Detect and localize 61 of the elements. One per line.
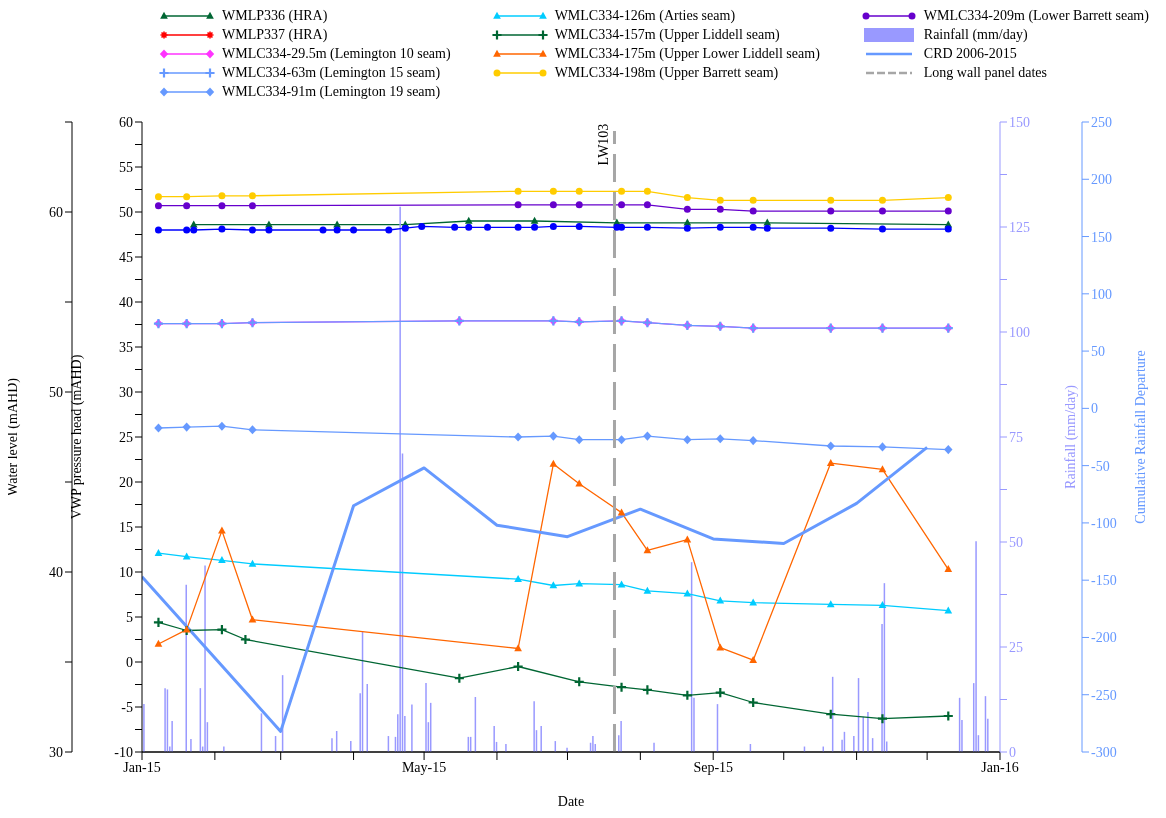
y-tick-label: 0	[126, 654, 133, 670]
y-tick-label: -10	[114, 744, 133, 760]
y3-tick-label: -150	[1091, 573, 1117, 589]
text: WMLC334-126m (Arties seam)	[554, 8, 736, 23]
y-tick-label: 20	[119, 474, 133, 490]
text: WMLC334-157m (Upper Liddell seam)	[554, 27, 780, 42]
text: WMLC334-91m (Lemington 19 seam)	[222, 84, 441, 99]
y-tick-label: 15	[119, 519, 133, 535]
y-tick-label: 35	[119, 339, 133, 355]
y3-tick-label: 0	[1091, 401, 1098, 417]
y-tick-label: 50	[49, 384, 63, 400]
y2-tick-label: 75	[1009, 429, 1023, 445]
y-axis-title: Water level (mAHD)	[4, 377, 21, 496]
y-tick-label: 55	[119, 159, 133, 175]
y3-tick-label: 150	[1091, 229, 1112, 245]
y-tick-label: 5	[126, 609, 133, 625]
x-axis-title: Date	[557, 794, 585, 809]
text: WMLC334-63m (Lemington 15 seam)	[222, 65, 441, 80]
y3-tick-label: -300	[1091, 744, 1117, 760]
y-tick-label: 50	[119, 204, 133, 220]
y3-tick-label: 250	[1091, 114, 1112, 130]
y2-tick-label: 150	[1009, 114, 1030, 130]
y3-tick-label: 200	[1091, 172, 1112, 188]
legend-label: WMLP336 (HRA)	[222, 8, 328, 24]
annotation: LW103	[596, 123, 612, 166]
x-tick-label: Sep-15	[693, 759, 734, 775]
y2-tick-label: 50	[1009, 534, 1023, 550]
y-axis-title: VWP pressure head (mAHD)	[68, 354, 85, 520]
y-tick-label: 25	[119, 429, 133, 445]
x-tick-label: May-15	[401, 759, 447, 775]
y-tick-label: -5	[121, 699, 133, 715]
y3-tick-label: 50	[1091, 344, 1105, 360]
text: CRD 2006-2015	[923, 46, 1017, 61]
x-tick-label: Jan-16	[981, 759, 1019, 775]
legend-label: WMLP337 (HRA)	[222, 27, 328, 43]
y-tick-label: 40	[49, 564, 63, 580]
text: Long wall panel dates	[923, 65, 1048, 80]
y2-tick-label: 100	[1009, 324, 1030, 340]
y2-tick-label: 125	[1009, 219, 1030, 235]
text: WMLC334-209m (Lower Barrett seam)	[923, 8, 1149, 23]
text: WMLC334-29.5m (Lemington 10 seam)	[222, 46, 451, 61]
y3-tick-label: -100	[1091, 515, 1117, 531]
y-tick-label: 10	[119, 564, 133, 580]
y-tick-label: 30	[49, 744, 63, 760]
text: Rainfall (mm/day)	[1062, 384, 1079, 489]
text: Rainfall (mm/day)	[923, 27, 1028, 42]
y3-axis-title: Cumulative Rainfall Departure	[1132, 350, 1148, 524]
y3-tick-label: 100	[1091, 286, 1112, 302]
text: WMLC334-198m (Upper Barrett seam)	[554, 65, 779, 80]
y-tick-label: 30	[119, 384, 133, 400]
y-tick-label: 45	[119, 249, 133, 265]
y3-tick-label: -50	[1091, 458, 1110, 474]
y-tick-label: 40	[119, 294, 133, 310]
y-tick-label: 60	[49, 204, 63, 220]
y2-tick-label: 25	[1009, 639, 1023, 655]
y2-tick-label: 0	[1009, 744, 1016, 760]
y3-tick-label: -200	[1091, 630, 1117, 646]
y3-tick-label: -250	[1091, 687, 1117, 703]
x-tick-label: Jan-15	[123, 759, 161, 775]
y-tick-label: 60	[119, 114, 133, 130]
text: WMLC334-175m (Upper Lower Liddell seam)	[554, 46, 820, 61]
